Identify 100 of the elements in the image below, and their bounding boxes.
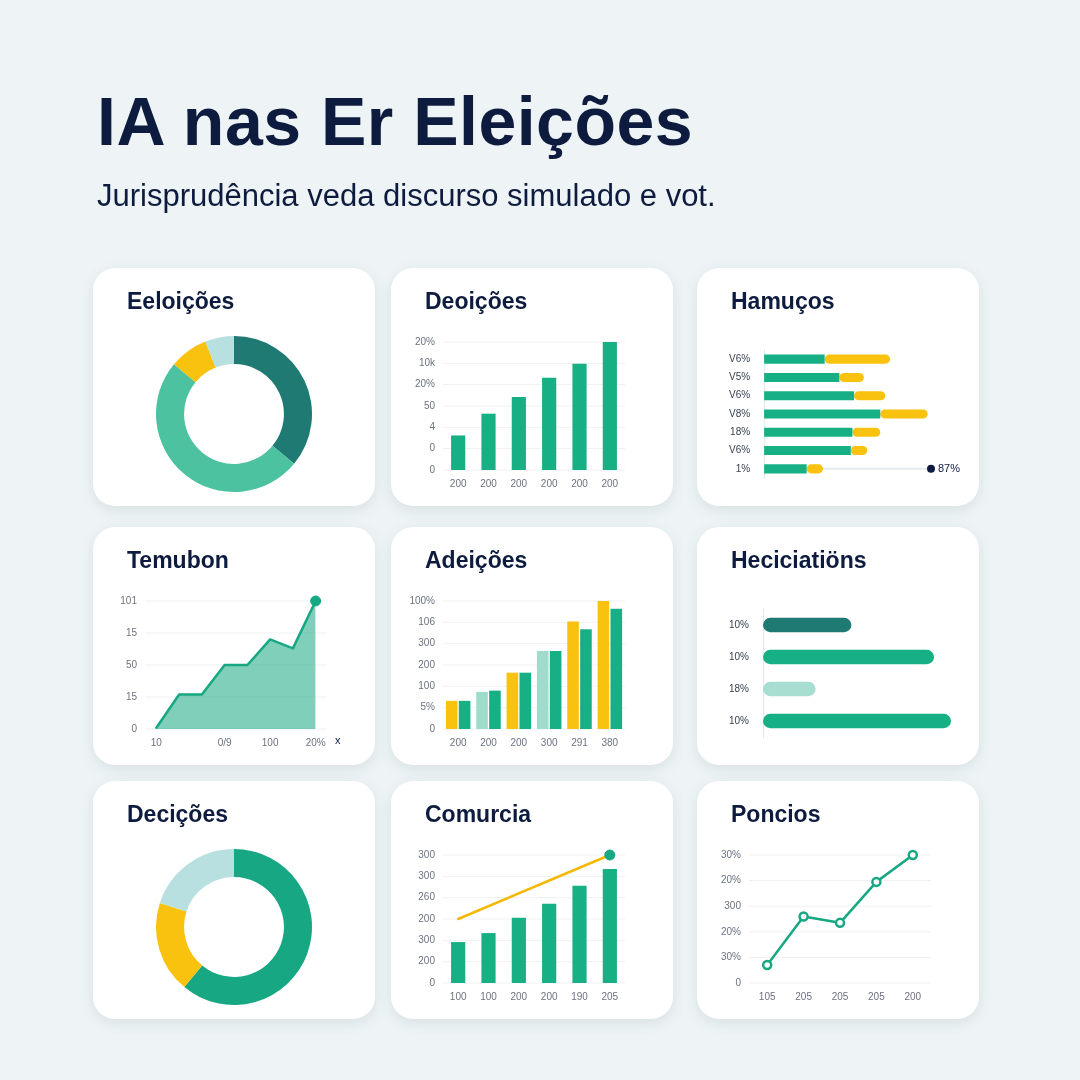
bar <box>549 650 562 729</box>
text: 5% <box>420 701 436 713</box>
chart-title: Hamuços <box>731 288 835 315</box>
x-tick-label: 205 <box>868 990 886 1002</box>
bar <box>764 354 825 364</box>
bar <box>580 629 592 729</box>
x-tick-label: 0/9 <box>217 736 233 748</box>
x-tick-label: 380 <box>601 736 619 748</box>
bar <box>511 397 526 470</box>
bar <box>764 372 840 382</box>
text: 15 <box>125 690 138 702</box>
text: 20% <box>414 335 436 347</box>
x-tick-label: 200 <box>510 736 528 748</box>
y-tick-label: 10% <box>729 618 750 630</box>
bar <box>763 649 935 665</box>
text: 300 <box>418 870 436 882</box>
bar <box>602 342 617 470</box>
point <box>798 911 809 922</box>
text: 200 <box>418 658 436 670</box>
x-tick-label: 200 <box>571 477 589 489</box>
x-tick-label: 200 <box>601 477 619 489</box>
x-tick-label: 200 <box>540 477 558 489</box>
bar <box>763 713 951 729</box>
bar <box>481 413 496 470</box>
text: 300 <box>418 637 436 649</box>
chart-title: Eeloições <box>127 288 235 315</box>
bar <box>880 409 928 419</box>
bar <box>536 650 549 729</box>
y-tick-label: V6% <box>729 352 751 364</box>
x-tick-label: 20% <box>305 736 326 748</box>
x-tick-label: 200 <box>510 990 528 1002</box>
text: 50 <box>423 399 436 411</box>
x-tick-label: 190 <box>571 990 589 1002</box>
x-tick-label: 200 <box>449 477 467 489</box>
y-tick-label: V6% <box>729 444 751 456</box>
bar <box>764 409 881 419</box>
bar <box>610 608 623 729</box>
x-tick-label: 200 <box>540 990 558 1002</box>
chart-title: Temubon <box>127 547 229 574</box>
annotation: 87% <box>938 461 961 474</box>
text: 300 <box>418 934 436 946</box>
text: 0 <box>131 722 138 734</box>
bar <box>572 885 587 983</box>
text: 100% <box>409 594 436 606</box>
text: 0 <box>429 463 436 475</box>
text: Jurisprudência veda discurso simulado e vot. <box>97 178 716 214</box>
y-tick-label: V5% <box>729 371 751 383</box>
y-tick-label: 18% <box>729 682 750 694</box>
point <box>761 959 773 971</box>
y-tick-label: 18% <box>730 426 751 438</box>
x-tick-label: 200 <box>510 477 528 489</box>
bar <box>519 672 532 729</box>
chart-title: Poncios <box>731 801 821 828</box>
x-tick-label: 105 <box>758 990 776 1002</box>
x-axis-title: x <box>335 734 341 747</box>
text: 0 <box>735 976 742 988</box>
x-tick-label: 300 <box>540 736 558 748</box>
bar <box>481 933 496 983</box>
bar <box>824 354 891 364</box>
bar <box>445 700 458 729</box>
chart-title: Deoições <box>425 288 528 315</box>
bar <box>572 363 587 470</box>
x-tick-label: 200 <box>904 990 922 1002</box>
bar <box>763 617 852 633</box>
bar <box>602 869 617 983</box>
text: 100 <box>418 680 436 692</box>
text: 106 <box>418 616 436 628</box>
x-tick-label: 291 <box>571 736 589 748</box>
point <box>907 849 919 861</box>
text: 15 <box>125 626 138 638</box>
bar <box>764 391 855 401</box>
y-tick-label: V6% <box>729 389 751 401</box>
text: 0 <box>429 722 436 734</box>
bar <box>764 427 853 437</box>
x-tick-label: 205 <box>831 990 849 1002</box>
x-tick-label: 205 <box>795 990 813 1002</box>
x-tick-label: 100 <box>261 736 279 748</box>
x-tick-label: 10 <box>150 736 163 748</box>
bar <box>542 903 557 983</box>
chart-title: Comurcia <box>425 801 532 828</box>
bar <box>597 601 610 729</box>
y-tick-label: 10% <box>729 650 750 662</box>
bar <box>506 672 519 729</box>
x-tick-label: 205 <box>601 990 619 1002</box>
text: 20% <box>720 925 742 937</box>
text: 50 <box>125 658 138 670</box>
chart-title: Heciciatiöns <box>731 547 867 574</box>
bar <box>451 942 466 983</box>
bar <box>458 700 471 729</box>
text: 20% <box>720 874 742 886</box>
text: 300 <box>724 899 742 911</box>
y-tick-label: 10% <box>729 714 750 726</box>
x-tick-label: 100 <box>449 990 467 1002</box>
text: 30% <box>720 848 742 860</box>
bar <box>567 621 579 729</box>
text: 300 <box>418 848 436 860</box>
bar <box>764 446 851 456</box>
text: 4 <box>429 421 436 433</box>
x-tick-label: 200 <box>480 736 498 748</box>
bar <box>451 435 466 470</box>
